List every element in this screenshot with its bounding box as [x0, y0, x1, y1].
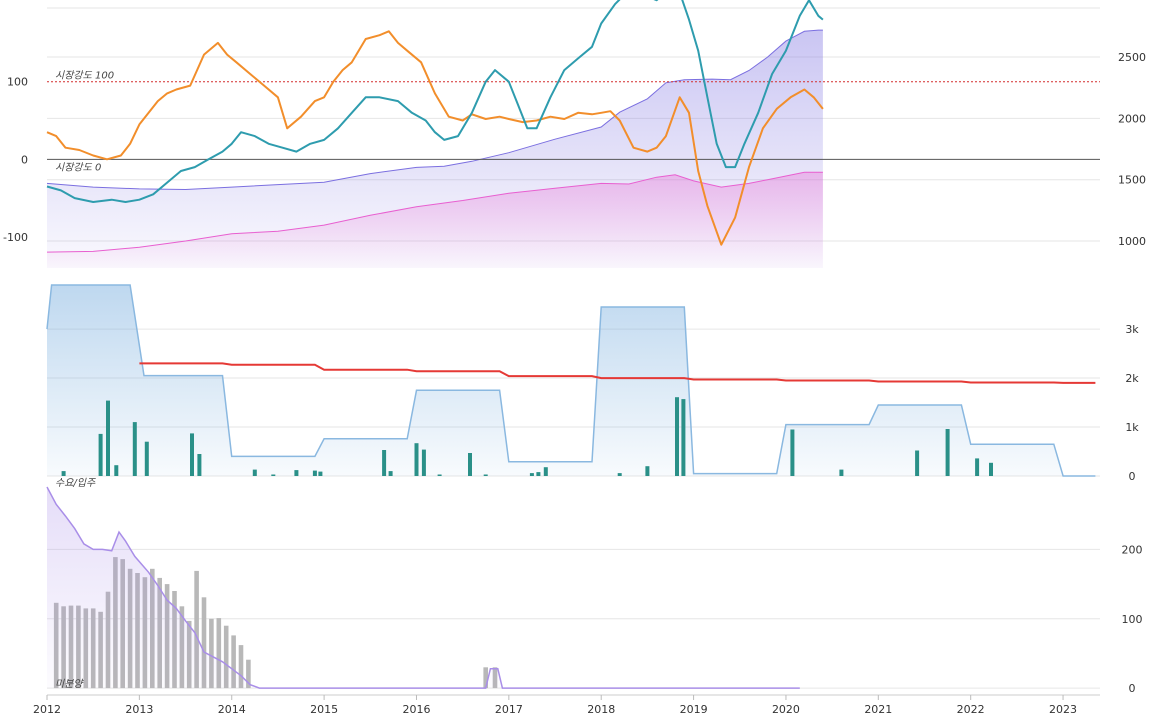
supply-bar	[414, 443, 419, 476]
supply-bar	[114, 465, 119, 476]
axes-layer: 25002000150010001000-1003k2k1k0200100020…	[3, 51, 1146, 716]
supply-bar	[975, 458, 980, 476]
x-tick-label: 2020	[772, 703, 800, 716]
x-tick-label: 2022	[957, 703, 985, 716]
x-tick-label: 2023	[1049, 703, 1077, 716]
x-tick-label: 2013	[125, 703, 153, 716]
supply-bar	[790, 429, 795, 476]
supply-bar	[945, 429, 950, 476]
supply-bar	[675, 397, 679, 476]
supply-bar	[382, 450, 387, 476]
x-tick-label: 2015	[310, 703, 338, 716]
x-tick-label: 2017	[495, 703, 523, 716]
unsold-bar	[201, 597, 207, 689]
right-tick-mid: 1k	[1125, 421, 1139, 434]
supply-bar	[312, 470, 317, 476]
left-tick-top: 100	[7, 76, 28, 89]
area-line-0	[46, 29, 823, 191]
x-tick-label: 2019	[680, 703, 708, 716]
area-fill-1	[47, 172, 823, 268]
supply-bar	[252, 469, 257, 476]
supply-area-line	[46, 284, 1096, 477]
unsold-line	[46, 486, 800, 689]
supply-bar	[294, 470, 299, 476]
supply-bar	[98, 433, 103, 476]
supply-bar	[190, 433, 194, 476]
unsold-bar	[223, 625, 229, 689]
right-tick-mid: 3k	[1125, 323, 1139, 336]
unsold-bar	[216, 618, 222, 689]
supply-bar	[536, 472, 541, 476]
x-tick-label: 2021	[864, 703, 892, 716]
supply-bar	[271, 474, 276, 476]
supply-bar	[197, 454, 202, 476]
panel-label-unsold: 미분양	[55, 678, 84, 690]
unsold-bar	[209, 618, 214, 689]
supply-bar	[144, 441, 149, 476]
unsold-bar	[483, 667, 488, 689]
x-tick-label: 2016	[402, 703, 430, 716]
unsold-bar	[238, 645, 244, 689]
grid-layer	[47, 7, 1100, 689]
right-tick-top: 2000	[1118, 112, 1146, 125]
right-tick-top: 2500	[1118, 51, 1146, 64]
right-tick-bot: 200	[1122, 543, 1143, 556]
middle-panel: 수요/입주	[46, 284, 1096, 489]
supply-bar	[388, 471, 393, 476]
top-panel: 시장강도 100 시장강도 0	[46, 0, 1100, 268]
supply-bar	[61, 471, 66, 476]
demand-line	[139, 362, 1096, 384]
supply-bar	[468, 453, 472, 476]
reference-line-label: 시장강도 100	[55, 70, 114, 82]
x-tick-label: 2018	[587, 703, 615, 716]
supply-bar	[543, 467, 548, 476]
supply-bar	[681, 399, 686, 476]
supply-bar	[421, 449, 426, 476]
right-tick-bot: 100	[1122, 613, 1143, 626]
unsold-bar	[246, 659, 251, 689]
right-tick-top: 1000	[1118, 235, 1146, 248]
bottom-panel: 미분양	[46, 486, 800, 690]
supply-bar	[437, 474, 442, 476]
unsold-bar	[194, 570, 199, 689]
supply-bar	[989, 462, 993, 476]
supply-bar	[529, 473, 534, 476]
x-tick-label: 2014	[218, 703, 246, 716]
x-tick-label: 2012	[33, 703, 61, 716]
supply-bar	[483, 474, 488, 476]
supply-bar	[106, 400, 110, 476]
right-tick-mid: 2k	[1125, 372, 1139, 385]
series-line-0	[46, 30, 824, 246]
supply-bar	[839, 469, 844, 476]
supply-bar	[617, 473, 622, 476]
supply-bar	[645, 466, 650, 476]
left-tick-top: 0	[21, 153, 28, 166]
unsold-bar	[231, 635, 236, 689]
right-tick-mid: 0	[1129, 470, 1136, 483]
series-line-1	[46, 0, 824, 203]
supply-bar	[132, 422, 137, 476]
left-tick-top: -100	[3, 231, 28, 244]
reference-line-label: 시장강도 0	[55, 161, 101, 173]
right-tick-bot: 0	[1129, 682, 1136, 695]
right-tick-top: 1500	[1118, 174, 1146, 187]
supply-bar	[915, 450, 920, 476]
area-line-1	[46, 171, 823, 253]
supply-bar	[318, 471, 323, 476]
supply-area	[47, 285, 1096, 476]
panel-label-supply: 수요/입주	[55, 477, 96, 489]
unsold-area	[47, 487, 800, 689]
